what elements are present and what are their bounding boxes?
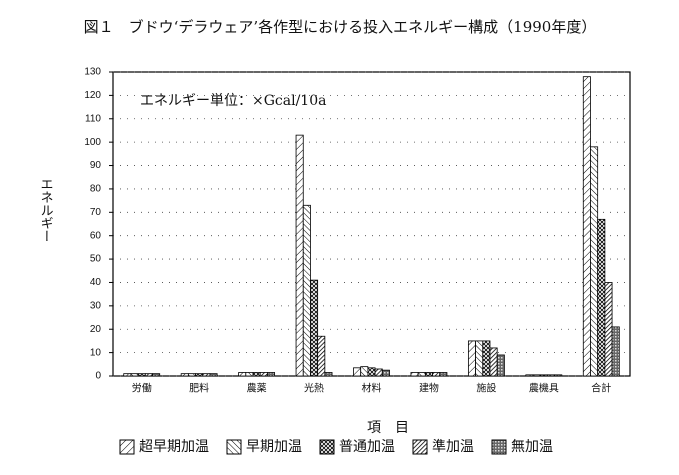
plot-frame — [112, 71, 631, 377]
bar — [582, 76, 591, 377]
chart-title: 図１ ブドウ‘デラウェア’各作型における投入エネルギー構成（1990年度） — [84, 18, 597, 36]
annotation: エネルギー単位：×Gcal/10a — [140, 93, 326, 109]
y-tick-label: 40 — [90, 277, 102, 288]
bar — [554, 374, 563, 377]
bar — [144, 373, 153, 377]
bar — [367, 367, 376, 377]
bar — [238, 372, 247, 377]
bar — [424, 372, 433, 377]
bar — [295, 134, 304, 377]
bar — [590, 146, 599, 377]
y-axis-label: エネルギー — [38, 178, 53, 243]
bar — [353, 367, 362, 377]
bar — [317, 335, 326, 377]
legend-label: 準加温 — [432, 439, 474, 455]
bar — [245, 372, 254, 377]
bar — [267, 372, 276, 377]
y-tick-label: 130 — [84, 67, 101, 78]
y-tick-label: 20 — [90, 324, 102, 335]
y-tick-label: 60 — [90, 230, 102, 241]
x-axis-label: 項 目 — [367, 420, 409, 436]
y-tick-label: 10 — [90, 347, 102, 358]
bar — [374, 368, 383, 377]
legend-swatch — [319, 439, 335, 455]
x-tick-label: 材料 — [362, 382, 382, 395]
bar — [597, 218, 606, 377]
y-tick-label: 70 — [90, 207, 102, 218]
bar — [123, 373, 132, 377]
bar — [324, 372, 333, 377]
y-tick-label: 80 — [90, 184, 102, 195]
x-tick-label: 合計 — [591, 382, 611, 395]
bar — [259, 372, 268, 377]
y-tick-label: 120 — [84, 90, 101, 101]
bar — [532, 374, 541, 377]
bar — [202, 373, 211, 377]
legend-swatch — [119, 439, 135, 455]
bar — [252, 372, 261, 377]
bar — [195, 373, 204, 377]
legend-label: 早期加温 — [246, 439, 302, 455]
bar — [180, 373, 189, 377]
bar — [152, 373, 161, 377]
bar — [209, 373, 218, 377]
bar — [410, 372, 419, 377]
bar — [360, 366, 369, 377]
bar — [130, 373, 139, 377]
bar — [525, 374, 534, 377]
y-tick-label: 30 — [90, 300, 102, 311]
bar — [381, 369, 390, 377]
x-tick-label: 光熱 — [304, 382, 324, 395]
bar — [489, 347, 498, 377]
legend-label: 普通加温 — [339, 439, 395, 455]
x-tick-label: 農機具 — [529, 382, 559, 395]
bar — [467, 340, 476, 377]
y-tick-label: 0 — [95, 371, 101, 382]
x-tick-label: 建物 — [419, 382, 439, 395]
x-tick-label: 労働 — [132, 382, 152, 395]
bar — [547, 374, 556, 377]
bar — [539, 374, 548, 377]
y-tick-label: 90 — [90, 160, 102, 171]
legend-swatch — [412, 439, 428, 455]
legend-label: 無加温 — [511, 439, 553, 455]
legend-label: 超早期加温 — [139, 439, 209, 455]
y-tick-label: 50 — [90, 254, 102, 265]
legend-swatch — [226, 439, 242, 455]
x-tick-label: 農薬 — [247, 382, 267, 395]
bar — [604, 282, 613, 377]
bar — [475, 340, 484, 377]
bar — [611, 326, 620, 377]
bar — [496, 354, 505, 377]
bar — [417, 372, 426, 377]
x-tick-label: 施設 — [476, 382, 496, 395]
bar — [187, 373, 196, 377]
bar — [439, 372, 448, 377]
y-tick-label: 100 — [84, 137, 101, 148]
legend-swatch — [491, 439, 507, 455]
x-tick-label: 肥料 — [189, 382, 209, 395]
y-tick-label: 110 — [85, 113, 101, 124]
bar — [310, 279, 319, 377]
bar — [482, 340, 491, 377]
bar — [302, 204, 311, 377]
bar — [137, 373, 146, 377]
bar — [432, 372, 441, 377]
